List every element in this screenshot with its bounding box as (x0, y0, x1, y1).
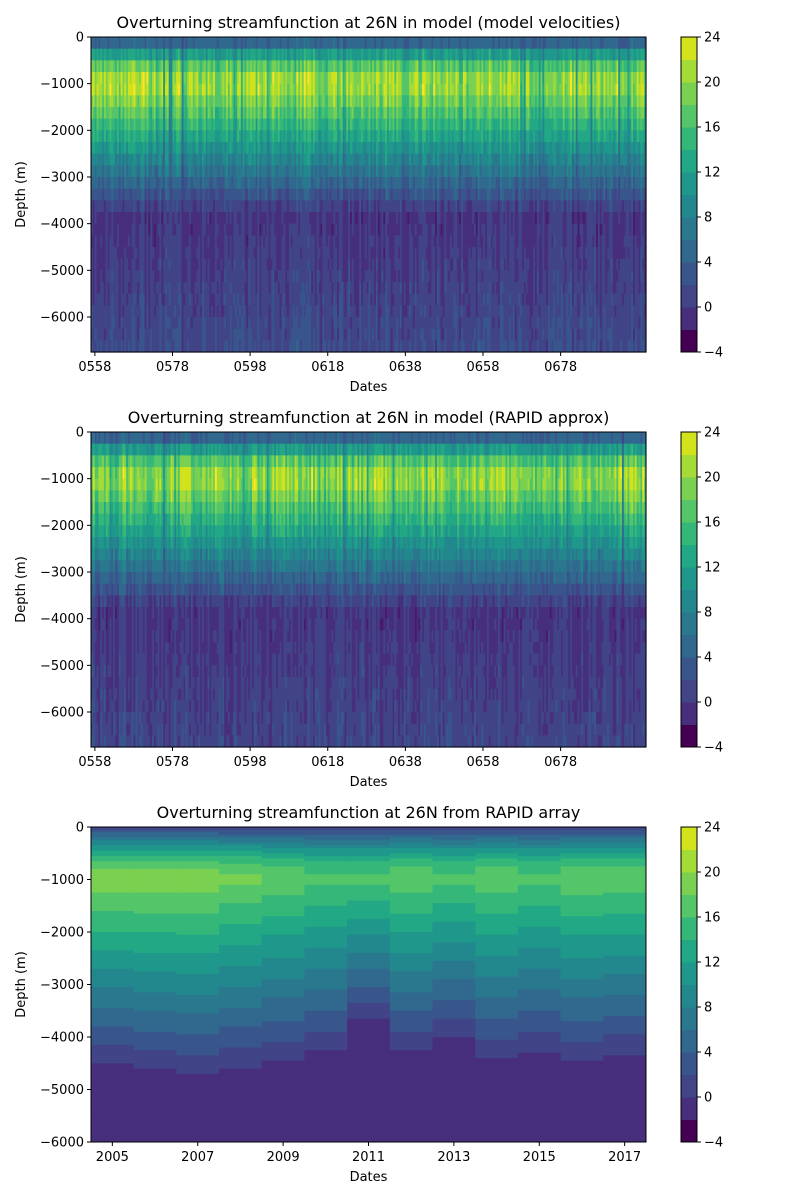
chart-model-velocities: Overturning streamfunction at 26N in mod… (14, 13, 723, 395)
heatmap-field (91, 37, 647, 353)
